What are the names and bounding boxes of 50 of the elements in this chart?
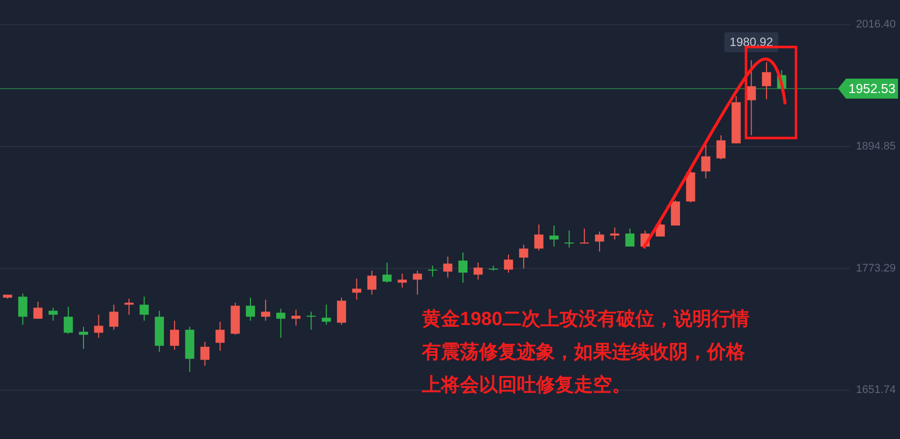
candlestick (746, 60, 756, 136)
y-tick-label: 1651.74 (856, 384, 896, 396)
candlestick (610, 227, 620, 240)
y-tick-label: 1894.85 (856, 140, 896, 152)
candlestick (474, 262, 483, 280)
y-tick-label: 1773.29 (856, 262, 896, 274)
candlestick (352, 278, 362, 300)
candlestick (276, 308, 286, 338)
candlestick (382, 262, 392, 284)
candlestick (94, 314, 104, 338)
candlestick (564, 230, 574, 248)
candlestick (78, 326, 88, 350)
candlestick (458, 252, 468, 284)
candlestick (367, 270, 376, 296)
candlestick (200, 341, 210, 366)
y-tick-label: 2016.40 (856, 18, 896, 31)
candlestick (109, 304, 118, 330)
annotation: 1980.92 (730, 35, 774, 50)
candlestick (18, 293, 28, 326)
candlestick (261, 299, 270, 322)
candlestick (519, 244, 528, 270)
candlestick (549, 225, 559, 248)
candlestick (124, 298, 134, 316)
candlestick (504, 254, 514, 274)
candlestick (701, 142, 710, 179)
candlestick (216, 321, 225, 352)
candlestick (428, 265, 438, 278)
annotation: 黄金1980二次上攻没有破位，说明行情 (421, 308, 750, 330)
candlestick (291, 309, 301, 326)
ref-line-label: 1952.53 (848, 81, 896, 96)
candlestick (170, 320, 180, 350)
candlestick (443, 256, 452, 278)
candlestick (398, 273, 407, 288)
annotation: 上将会以回吐修复走空。 (421, 374, 631, 396)
candlestick (64, 306, 73, 334)
candlestick (140, 296, 149, 322)
candlestick (716, 134, 726, 160)
annotation: 有震荡修复迹象，如果连续收阴，价格 (421, 341, 746, 363)
candlestick (48, 307, 58, 322)
candlestick (306, 311, 316, 330)
candlestick (336, 297, 346, 326)
candlestick (595, 231, 604, 252)
candlestick (580, 228, 589, 244)
candlestick (412, 270, 422, 296)
candlestick (625, 228, 634, 248)
candlestick (534, 224, 544, 252)
candlestick (246, 297, 255, 322)
candlestick (322, 304, 331, 326)
candlestick (33, 301, 42, 320)
candlestick (762, 62, 772, 100)
